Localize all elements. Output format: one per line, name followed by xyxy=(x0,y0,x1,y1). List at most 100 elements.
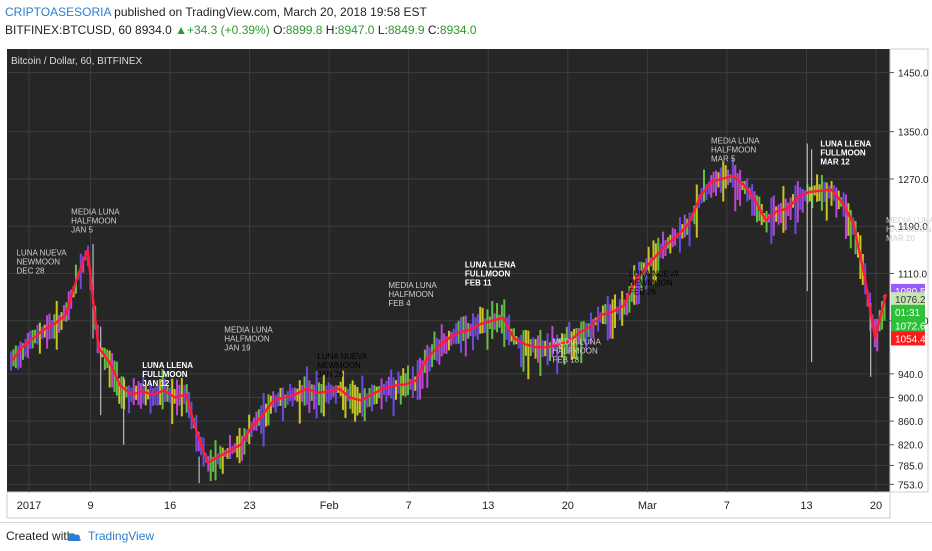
price-chart[interactable]: 753.0785.0820.0860.0900.0940.01030.01110… xyxy=(0,40,932,522)
annotation-text: DEC 28 xyxy=(16,267,45,276)
x-tick-label: Feb xyxy=(320,500,339,512)
ohlc-bar: BITFINEX:BTCUSD, 60 8934.0 ▲+34.3 (+0.39… xyxy=(5,23,477,37)
close-value: 8934.0 xyxy=(439,23,477,37)
last-price: 8934.0 xyxy=(135,23,172,37)
x-tick-label: 23 xyxy=(244,500,256,512)
open-value: 8899.8 xyxy=(285,23,323,37)
annotation-text: HALFMOON xyxy=(224,335,270,344)
y-tick-label: 900.0 xyxy=(898,393,923,404)
high-value: 8947.0 xyxy=(337,23,375,37)
x-tick-label: 9 xyxy=(87,500,93,512)
annotation-text: MEDIA LUNA xyxy=(886,216,932,225)
price-axis-panel xyxy=(889,48,929,493)
annotation-text: MAR 12 xyxy=(820,157,850,166)
close-label: C: xyxy=(427,23,440,37)
annotation-text: MAR 20 xyxy=(886,234,915,243)
y-tick-label: 1350.0 xyxy=(898,128,929,139)
price-tag xyxy=(891,318,925,333)
tradingview-brand[interactable]: TradingView xyxy=(88,529,155,543)
moving-average-line xyxy=(10,174,888,465)
annotation-text: JAN 26 xyxy=(317,370,344,379)
created-with-text: Created with xyxy=(6,529,74,543)
x-tick-label: 16 xyxy=(164,500,176,512)
annotation-text: MEDIA LUNA xyxy=(224,326,273,335)
chart-header: CRIPTOASESORIA published on TradingView.… xyxy=(0,0,932,40)
annotation-text: LUNA LLENA xyxy=(465,261,516,270)
annotation-text: HALFMOON xyxy=(552,346,598,355)
annotation-text: HALFMOON xyxy=(711,146,757,155)
high-label: H: xyxy=(325,23,338,37)
annotation-text: HALFMOON xyxy=(388,290,434,299)
annotation-text: FEB 11 xyxy=(465,279,492,288)
annotation-text: MEDIA LUNA xyxy=(71,207,120,216)
publish-info: CRIPTOASESORIA published on TradingView.… xyxy=(5,5,427,19)
y-tick-label: 940.0 xyxy=(898,370,923,381)
annotation-text: NEWMOON xyxy=(629,278,673,287)
chart-area[interactable]: 753.0785.0820.0860.0900.0940.01030.01110… xyxy=(0,40,932,522)
x-tick-label: 20 xyxy=(870,500,882,512)
annotation-text: MEDIA LUNA xyxy=(711,137,760,146)
y-tick-label: 753.0 xyxy=(898,480,923,491)
author-link[interactable]: CRIPTOASESORIA xyxy=(5,5,111,19)
low-value: 8849.9 xyxy=(387,23,425,37)
annotation-text: HALFMOON xyxy=(886,225,932,234)
y-tick-label: 785.0 xyxy=(898,461,923,472)
annotation-text: FULLMOON xyxy=(142,370,188,379)
low-label: L: xyxy=(377,23,388,37)
x-tick-label: 20 xyxy=(562,500,574,512)
price-tag-label: 1072.6 xyxy=(895,321,926,332)
annotation-text: FEB 26 xyxy=(629,287,656,296)
x-tick-label: Mar xyxy=(638,500,657,512)
price-tag-label: 01:31 xyxy=(895,308,920,319)
price-tag xyxy=(891,292,925,307)
y-tick-label: 1270.0 xyxy=(898,175,929,186)
y-tick-label: 1450.0 xyxy=(898,69,929,80)
x-tick-label: 7 xyxy=(406,500,412,512)
annotation-text: FEB 18 xyxy=(552,355,579,364)
annotation-text: NEWMOON xyxy=(16,258,60,267)
annotation-text: JAN 19 xyxy=(224,344,251,353)
symbol-label: BITFINEX:BTCUSD, 60 xyxy=(5,23,132,37)
x-tick-label: 2017 xyxy=(17,500,41,512)
annotation-text: MEDIA LUNA xyxy=(552,337,601,346)
annotation-text: FULLMOON xyxy=(820,148,866,157)
x-tick-label: 13 xyxy=(482,500,494,512)
y-tick-label: 820.0 xyxy=(898,441,923,452)
price-tag xyxy=(891,331,925,346)
time-axis-panel xyxy=(6,491,891,519)
y-tick-label: 860.0 xyxy=(898,417,923,428)
annotation-text: LUNA NUEVA xyxy=(629,269,680,278)
published-text: published on TradingView.com, March 20, … xyxy=(110,5,427,19)
annotation-text: LUNA LLENA xyxy=(142,361,193,370)
y-tick-label: 1190.0 xyxy=(898,222,928,233)
annotation-text: JAN 12 xyxy=(142,379,170,388)
chart-title: Bitcoin / Dollar, 60, BITFINEX xyxy=(11,56,142,67)
annotation-text: MEDIA LUNA xyxy=(388,281,437,290)
footer: Created with TradingView xyxy=(0,522,932,551)
annotation-text: HALFMOON xyxy=(71,216,117,225)
open-label: O: xyxy=(273,23,286,37)
price-tag xyxy=(891,304,925,319)
annotation-text: LUNA NUEVA xyxy=(317,352,368,361)
x-tick-label: 7 xyxy=(724,500,730,512)
annotation-text: NEWMOON xyxy=(317,361,361,370)
annotation-text: MAR 5 xyxy=(711,155,736,164)
y-tick-label: 1110.0 xyxy=(898,269,928,280)
annotation-text: FEB 4 xyxy=(388,299,411,308)
tradingview-cloud-icon xyxy=(67,533,81,541)
x-tick-label: 13 xyxy=(800,500,812,512)
annotation-text: LUNA NUEVA xyxy=(16,249,67,258)
price-tag-label: 1076.2 xyxy=(895,295,926,306)
annotation-text: LUNA LLENA xyxy=(820,139,871,148)
